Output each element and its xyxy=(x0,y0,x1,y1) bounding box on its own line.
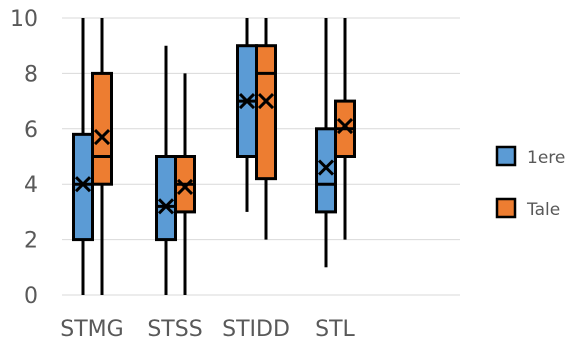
box-plot-series xyxy=(72,18,356,295)
y-tick-label: 4 xyxy=(24,173,38,198)
legend-item-tale: Tale xyxy=(495,197,560,220)
legend-label: 1ere xyxy=(527,148,565,168)
y-axis-tick-labels: 0 2 4 6 8 10 xyxy=(10,7,38,309)
legend-swatch xyxy=(495,197,517,219)
y-tick-label: 8 xyxy=(24,62,38,87)
box-1ere-stl xyxy=(315,18,337,268)
legend: 1ere Tale xyxy=(495,145,565,220)
y-tick-label: 6 xyxy=(24,118,38,143)
box-iqr xyxy=(155,155,177,242)
box-iqr xyxy=(255,44,277,181)
y-tick-label: 10 xyxy=(10,7,38,32)
legend-swatch xyxy=(495,145,517,167)
mean-marker xyxy=(317,159,335,176)
box-1ere-stmg xyxy=(72,18,94,295)
x-category-label: STMG xyxy=(60,317,123,342)
mean-marker xyxy=(93,129,111,146)
x-category-label: STSS xyxy=(147,317,202,342)
x-category-label: STIDD xyxy=(222,317,290,342)
y-tick-label: 0 xyxy=(24,284,38,309)
x-axis-category-labels: STMG STSS STIDD STL xyxy=(60,317,355,342)
x-category-label: STL xyxy=(315,317,355,342)
legend-label: Tale xyxy=(526,200,560,220)
mean-marker xyxy=(157,198,175,215)
box-1ere-stss xyxy=(155,45,177,295)
box-tale-stidd xyxy=(255,18,277,240)
box-tale-stss xyxy=(174,73,196,295)
mean-marker xyxy=(257,93,275,110)
box-1ere-stidd xyxy=(236,18,258,212)
mean-marker xyxy=(176,178,194,196)
mean-marker xyxy=(74,176,92,193)
box-tale-stmg xyxy=(91,18,113,295)
mean-marker xyxy=(336,117,354,135)
box-iqr xyxy=(72,132,94,242)
legend-item-1ere: 1ere xyxy=(495,145,565,168)
box-iqr xyxy=(315,127,337,214)
box-iqr xyxy=(91,71,113,186)
mean-marker xyxy=(238,93,256,110)
y-tick-label: 2 xyxy=(24,229,38,254)
box-tale-stl xyxy=(334,18,356,240)
